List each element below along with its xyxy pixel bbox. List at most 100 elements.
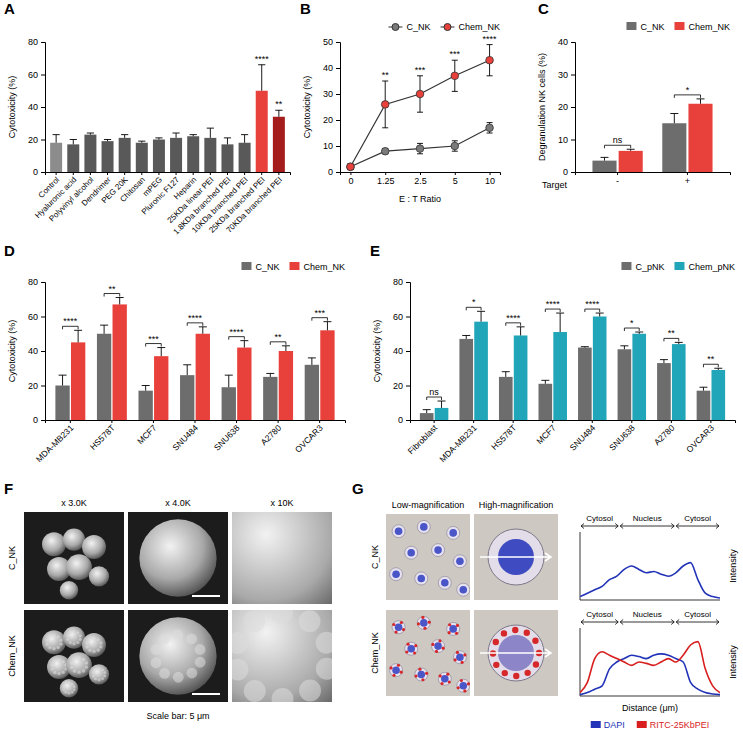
fluorescent-spot [513,673,519,679]
annotations: ****** [255,54,283,110]
error-bar [697,99,705,104]
fluorescent-spot [428,621,431,624]
panel-letter: A [4,0,15,17]
tick-label: 40 [393,346,403,356]
surface-bump [98,679,101,682]
nucleus [420,523,428,531]
nucleus [434,642,442,650]
tick-mark [552,420,553,423]
tick: 40 [28,102,45,112]
plot-area [592,99,712,172]
tick-mark [336,120,340,121]
tick-mark [124,172,125,175]
tick: 20 [28,381,45,391]
tick-mark [56,172,57,175]
tick-mark [434,420,435,423]
tick-label: 0 [398,415,403,425]
region-label: Cytosol [684,514,711,523]
significance-label: *** [415,65,426,75]
significance-bracket [585,309,600,312]
tick-mark [571,172,575,173]
error-bar [172,133,179,138]
axis-line [411,421,736,424]
bar [657,363,671,420]
panel-letter: F [4,480,13,497]
image-background [128,610,228,702]
x-axis: FibroblastMDA-MB231HS578TMCF7SNU484SNU63… [406,420,736,464]
error-bar [600,157,608,160]
significance-label: *** [314,308,325,318]
tick: OVCAR3 [293,420,325,455]
error-bar [100,325,108,334]
fluorescent-spot [524,629,530,635]
cell [139,519,216,596]
tick-label: 2.5 [414,176,427,186]
surface-bump [99,645,102,648]
nucleus [392,666,400,674]
cell [432,544,445,557]
bar [180,375,194,420]
error-bar [199,327,207,334]
tick-mark [278,420,279,423]
tick-mark [336,94,340,95]
legend-swatch [289,262,299,270]
cell [66,554,92,580]
surface-bump [186,633,197,644]
cell [82,535,106,559]
fluorescent-spot [533,661,539,667]
error-bar [53,135,60,143]
tick-label: SNU638 [607,423,637,453]
significance-label: *** [148,334,159,344]
surface-bump [186,668,197,679]
nucleus [459,586,467,594]
tick-label: Fibroblast [406,422,440,456]
fluorescent-spot [493,662,499,668]
plot-area [580,642,720,695]
profile-regions: CytosolNucleusCytosol [581,610,719,625]
tick: 80 [393,277,410,287]
surface-bump [57,672,60,675]
surface-bump [195,644,206,655]
tick-label: 30 [323,89,333,99]
bar [420,413,434,420]
surface-bump [70,666,74,670]
tick-label: 60 [28,312,38,322]
fluorescent-spot [453,658,456,661]
tick-mark [41,75,45,76]
cell [405,642,418,655]
x-axis: ControlHyaluronic acidPolyvinyl alcoholD… [33,172,290,236]
axis-line [46,421,346,424]
legend-swatch [241,262,251,270]
tick-mark [406,386,410,387]
surface-bump [62,660,65,663]
cell [392,525,405,538]
plot-area [580,563,720,598]
marker [347,163,355,171]
error-bar [190,135,197,137]
cell [432,640,445,653]
marker [451,142,459,150]
significance-label: * [630,318,634,328]
tick-label: 70KDa branched PEI [224,175,284,235]
annotations: ********************** [63,284,328,347]
error-bar [714,368,722,370]
bar [618,349,632,420]
marker [416,90,424,98]
surface-bump [71,691,74,694]
legend-entry: C_NK [241,262,279,272]
tick-label: 0 [33,415,38,425]
tick-label: 10 [485,176,495,186]
image-background [24,512,124,604]
tick-label: 20 [393,381,403,391]
significance-label: **** [230,327,245,337]
fluorescent-spot [406,643,409,646]
tick-mark [244,172,245,175]
significance-bracket [312,318,328,321]
tick: MCF7 [135,420,159,446]
tick-mark [236,420,237,423]
tick-label: 1.25 [377,176,395,186]
error-bar [502,372,510,377]
axis-title: Cytotoxicity (%) [7,76,17,139]
tick-label: 20 [28,381,38,391]
bar [263,377,277,420]
